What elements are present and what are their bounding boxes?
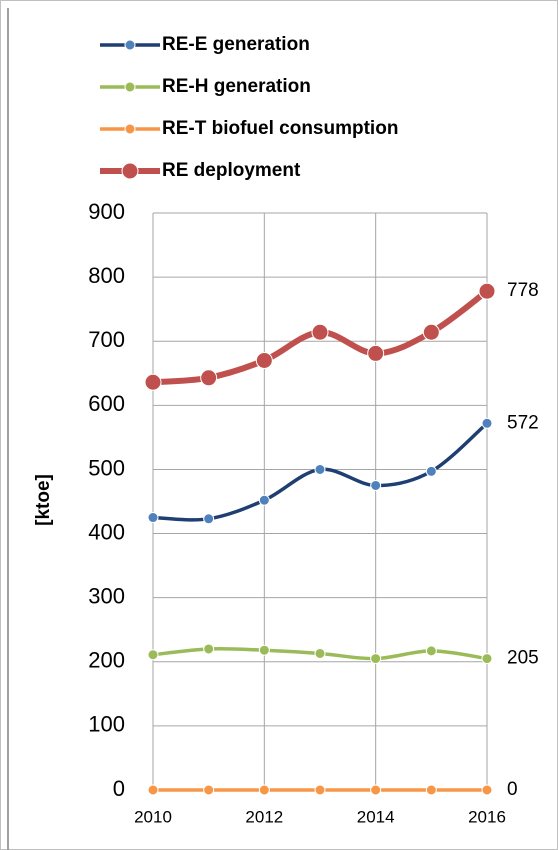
value-label: 572 [507,412,539,433]
point [425,465,437,477]
point [203,513,215,525]
x-tick-label: 2012 [245,807,283,826]
legend-label: RE deployment [162,160,301,181]
point [203,784,215,796]
point [258,784,270,796]
point [367,344,385,362]
y-tick-label: 500 [88,455,125,480]
legend-marker [124,123,136,135]
point [147,649,159,661]
point [425,645,437,657]
point [370,653,382,665]
x-tick-label: 2010 [134,807,172,826]
point [481,417,493,429]
value-label: 205 [507,648,539,669]
point [370,784,382,796]
x-tick-label: 2016 [468,807,506,826]
y-axis-label: [ktoe] [33,474,54,526]
value-label: 778 [507,280,539,301]
y-tick-label: 0 [113,776,125,801]
y-tick-label: 600 [88,391,125,416]
point [481,653,493,665]
y-tick-label: 100 [88,712,125,737]
point [314,647,326,659]
y-tick-label: 700 [88,327,125,352]
point [314,784,326,796]
y-tick-label: 200 [88,648,125,673]
y-tick-label: 800 [88,263,125,288]
point [370,479,382,491]
point [147,512,159,524]
y-tick-label: 300 [88,583,125,608]
point [144,373,162,391]
point [478,282,496,300]
point [200,369,218,387]
legend-marker [124,81,136,93]
legend-label: RE-T biofuel consumption [162,118,398,139]
point [481,784,493,796]
legend-label: RE-E generation [162,34,310,55]
point [258,644,270,656]
y-tick-label: 400 [88,519,125,544]
point [147,784,159,796]
point [258,494,270,506]
point [425,784,437,796]
x-tick-label: 2014 [357,807,395,826]
point [314,463,326,475]
legend-marker [121,162,139,180]
point [203,643,215,655]
point [422,323,440,341]
legend-marker [124,39,136,51]
y-tick-label: 900 [88,199,125,224]
point [255,351,273,369]
point [311,323,329,341]
legend-label: RE-H generation [162,76,311,97]
value-label: 0 [507,779,518,800]
